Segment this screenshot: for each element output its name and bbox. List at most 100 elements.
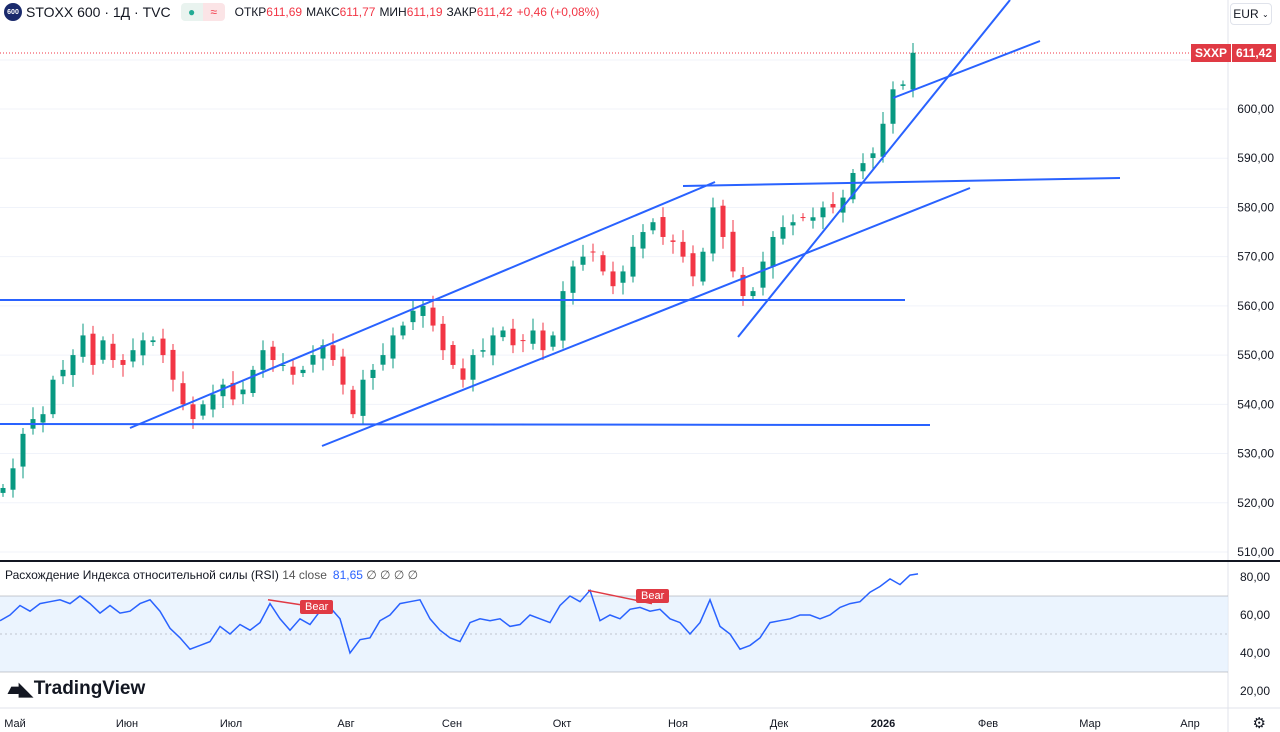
candle-body (170, 349, 176, 380)
rsi-band (0, 596, 1228, 672)
time-axis-label: Июн (116, 718, 138, 730)
candle-body (10, 468, 16, 490)
time-axis-label: Май (4, 718, 26, 730)
candle-body (40, 414, 46, 423)
open-label: ОТКР (234, 5, 267, 19)
price-tag-symbol: SXXP (1190, 44, 1231, 62)
candle-body (330, 345, 336, 361)
candle-body (430, 307, 436, 326)
low-label: МИН (379, 5, 407, 19)
symbol-title[interactable]: STOXX 600 · 1Д · TVC (26, 4, 171, 20)
rsi-params: 14 close (282, 568, 327, 582)
candle-body (290, 366, 296, 375)
high-value: 611,77 (339, 5, 376, 19)
candle-body (60, 369, 66, 377)
candle-body (300, 369, 306, 374)
candle-body (560, 291, 566, 341)
candle-body (20, 433, 26, 467)
candle-body (610, 271, 616, 287)
candle-body (720, 205, 726, 237)
candle-body (470, 355, 476, 380)
candle-body (500, 330, 506, 338)
price-axis-label: 510,00 (1237, 545, 1274, 559)
time-axis-label: Ноя (668, 718, 688, 730)
candle-body (750, 291, 756, 297)
candle-body (600, 255, 606, 272)
time-axis-label: Окт (553, 718, 572, 730)
candle-body (420, 305, 426, 316)
time-axis-label: Мар (1079, 718, 1101, 730)
candle-body (180, 383, 186, 405)
candle-body (130, 350, 136, 362)
candle-body (310, 355, 316, 365)
candle-body (490, 335, 496, 356)
candle-body (520, 340, 526, 342)
candle-body (480, 350, 486, 352)
trend-line (129, 181, 716, 429)
price-tag-value: 611,42 (1231, 44, 1276, 62)
candle-body (360, 379, 366, 416)
price-axis-label: 520,00 (1237, 496, 1274, 510)
symbol-logo: 600 (4, 3, 22, 21)
currency-select[interactable]: EUR ⌄ (1230, 3, 1272, 25)
candle-body (780, 227, 786, 239)
candle-body (160, 338, 166, 356)
candle-body (770, 236, 776, 267)
bear-divergence-label: Bear (300, 600, 334, 614)
time-axis-label: Сен (442, 718, 462, 730)
settings-gear-icon[interactable]: ⚙ (1252, 715, 1266, 732)
candle-body (840, 197, 846, 213)
candle-body (280, 364, 286, 366)
trend-line (682, 177, 1121, 187)
candle-body (530, 330, 536, 344)
price-axis-label: 600,00 (1237, 102, 1274, 116)
price-axis-label: 530,00 (1237, 447, 1274, 461)
rsi-axis-label: 20,00 (1240, 684, 1270, 698)
candle-body (510, 328, 516, 346)
price-axis-label: 540,00 (1237, 397, 1274, 411)
market-status[interactable]: ● ≈ (180, 3, 225, 21)
rsi-legend[interactable]: Расхождение Индекса относительной силы (… (5, 568, 418, 582)
candle-body (710, 207, 716, 254)
tv-logo-icon: ▰◣ (8, 678, 33, 699)
close-value: 611,42 (476, 5, 513, 19)
last-price-tag: SXXP 611,42 (1190, 44, 1276, 62)
candle-body (150, 340, 156, 343)
candle-body (450, 345, 456, 365)
candle-body (870, 153, 876, 158)
candle-body (880, 123, 886, 157)
candle-body (630, 246, 636, 277)
candle-body (210, 394, 216, 410)
candle-body (50, 379, 56, 415)
candle-body (700, 251, 706, 282)
price-axis-label: 550,00 (1237, 348, 1274, 362)
candle-body (240, 389, 246, 395)
rsi-axis-label: 60,00 (1240, 608, 1270, 622)
candle-body (230, 382, 236, 400)
candle-body (790, 222, 796, 226)
candle-body (370, 369, 376, 378)
candle-body (260, 350, 266, 370)
candle-body (340, 356, 346, 385)
candle-body (760, 261, 766, 288)
candle-body (650, 222, 656, 231)
candle-body (100, 340, 106, 360)
candle-body (730, 231, 736, 272)
candle-body (110, 343, 116, 361)
candle-body (810, 217, 816, 221)
time-axis-label: Дек (770, 718, 789, 730)
candle-body (120, 360, 126, 365)
time-axis-label: Июл (220, 718, 242, 730)
candle-body (800, 217, 806, 219)
candle-body (380, 355, 386, 365)
tradingview-logo[interactable]: ▰◣ TradingView (8, 678, 145, 700)
candle-body (910, 52, 916, 90)
symbol-legend: 600 STOXX 600 · 1Д · TVC ● ≈ ОТКР611,69 М… (4, 3, 599, 21)
candle-body (550, 335, 556, 347)
time-axis-label: Фев (978, 718, 998, 730)
candle-body (350, 389, 356, 415)
price-axis-label: 580,00 (1237, 200, 1274, 214)
candle-body (900, 84, 906, 86)
candle-body (820, 207, 826, 218)
